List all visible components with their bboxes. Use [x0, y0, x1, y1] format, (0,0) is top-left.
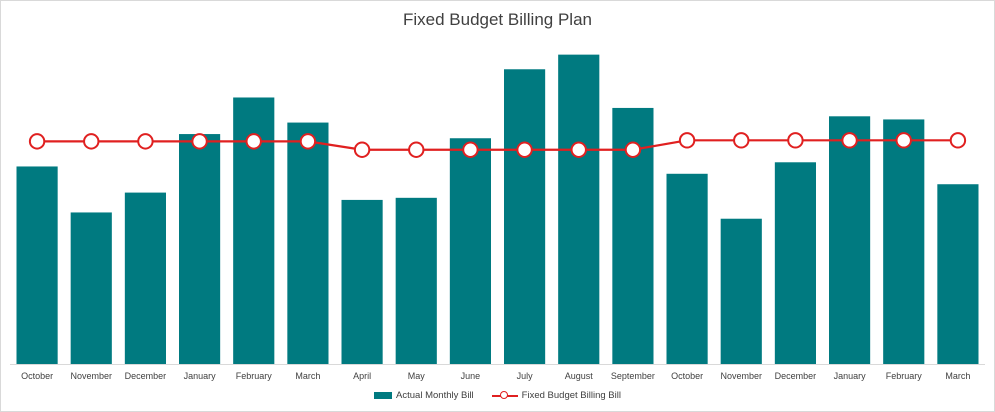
x-tick-label-12: September: [611, 371, 655, 381]
bar-10: [504, 69, 546, 364]
bar-2: [70, 212, 112, 364]
line-point-9: [462, 141, 479, 158]
bar-7: [341, 199, 383, 364]
line-point-14: [733, 132, 750, 149]
x-tick-label-5: February: [236, 371, 273, 381]
bar-16: [829, 116, 871, 364]
line-point-5: [245, 133, 262, 150]
line-point-7: [353, 141, 371, 158]
x-tick-label-2: November: [70, 371, 112, 381]
chart-title: Fixed Budget Billing Plan: [402, 10, 592, 29]
x-tick-label-18: March: [945, 371, 970, 381]
bar-15: [774, 162, 816, 364]
legend-item-line-series: Fixed Budget Billing Bill: [491, 390, 621, 401]
bar-14: [720, 218, 762, 364]
x-tick-label-9: June: [461, 371, 481, 381]
x-tick-label-15: December: [775, 371, 817, 381]
line-point-15: [787, 132, 804, 149]
x-tick-label-8: May: [408, 371, 426, 381]
x-tick-label-17: February: [886, 371, 923, 381]
bar-6: [287, 122, 329, 364]
line-point-16: [841, 132, 858, 149]
line-point-2: [83, 133, 100, 150]
bar-8: [395, 197, 437, 364]
bar-17: [883, 119, 925, 365]
bar-4: [179, 134, 221, 364]
legend-bar-series-label: Actual Monthly Bill: [396, 390, 474, 401]
bar-9: [449, 138, 491, 364]
bar-3: [124, 192, 166, 364]
bar-13: [666, 173, 708, 364]
legend-bar-swatch: [374, 392, 393, 399]
x-tick-label-14: November: [720, 371, 762, 381]
line-point-1: [28, 133, 46, 150]
x-tick-label-11: August: [565, 371, 594, 381]
legend-line-series-label: Fixed Budget Billing Bill: [521, 390, 621, 401]
x-tick-label-7: April: [353, 371, 371, 381]
legend-line-swatch: [491, 390, 518, 401]
x-tick-label-4: January: [184, 371, 217, 381]
line-point-8: [408, 141, 425, 158]
line-point-13: [678, 132, 696, 149]
x-tick-label-10: July: [517, 371, 534, 381]
x-tick-label-6: March: [295, 371, 320, 381]
x-tick-label-13: October: [671, 371, 703, 381]
line-point-10: [516, 141, 533, 158]
legend-item-bar-series: Actual Monthly Bill: [374, 390, 474, 401]
bar-1: [16, 166, 58, 364]
line-point-12: [624, 141, 642, 158]
line-series-path: [37, 139, 958, 151]
line-point-11: [570, 141, 587, 158]
line-point-17: [895, 132, 912, 149]
line-point-4: [191, 133, 208, 150]
bar-18: [937, 184, 979, 364]
x-tick-label-16: January: [834, 371, 867, 381]
line-point-6: [299, 133, 317, 150]
bar-11: [558, 54, 600, 364]
x-tick-label-1: October: [21, 371, 53, 381]
legend: Actual Monthly Bill Fixed Budget Billing…: [0, 390, 995, 401]
x-tick-label-3: December: [125, 371, 167, 381]
line-point-3: [137, 133, 154, 150]
line-point-18: [949, 132, 967, 149]
